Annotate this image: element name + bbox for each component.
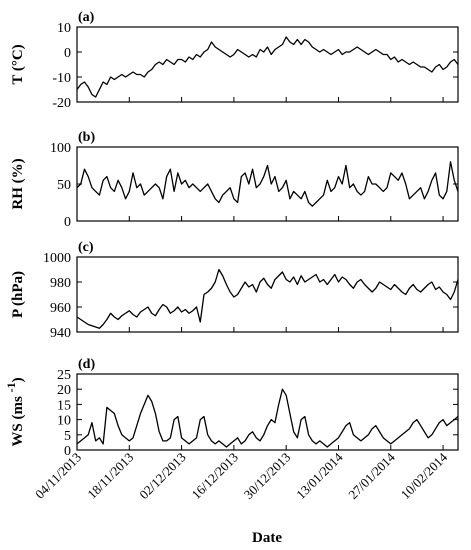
series-line (76, 268, 459, 329)
y-tick-label: 10 (57, 414, 71, 429)
plot-frame (76, 26, 459, 103)
x-tick-label: 18/11/2013 (84, 450, 136, 502)
panel-label: (d) (78, 357, 95, 372)
x-tick-label: 30/12/2013 (241, 450, 293, 502)
y-tick-label: 20 (57, 383, 71, 398)
x-tick-label: 16/12/2013 (189, 450, 241, 502)
x-axis-label: Date (252, 530, 282, 546)
y-axis-label: RH (%) (10, 158, 26, 209)
panel-label: (b) (78, 130, 95, 145)
y-axis-label: T (°C) (10, 44, 26, 84)
y-tick-label: -10 (52, 71, 71, 86)
y-tick-label: 15 (57, 398, 71, 413)
x-tick-label: 04/11/2013 (32, 450, 84, 502)
y-tick-label: 1000 (43, 251, 71, 266)
y-axis-label: WS (ms -1) (4, 377, 26, 446)
panel-a: -20 -10 0 10 (a) T (°C) (10, 10, 459, 111)
y-tick-label: 10 (57, 21, 71, 36)
plot-frame (76, 256, 459, 333)
y-tick-label: 0 (64, 46, 71, 61)
y-tick-label: 0 (64, 215, 71, 230)
y-tick-label: 50 (57, 178, 71, 193)
y-tick-label: 5 (64, 429, 71, 444)
panel-b: 0 50 100 (b) RH (%) (10, 130, 459, 230)
plot-frame (76, 146, 459, 222)
y-tick-label: 100 (50, 141, 71, 156)
panel-label: (c) (78, 240, 94, 255)
x-tick-label: 13/01/2014 (293, 449, 346, 502)
x-tick-label: 27/01/2014 (345, 449, 398, 502)
y-tick-label: 940 (50, 326, 71, 341)
series-line (76, 161, 459, 207)
x-tick-label: 10/02/2014 (398, 449, 451, 502)
y-tick-label: 960 (50, 301, 71, 316)
panel-label: (a) (78, 10, 95, 25)
y-tick-label: 980 (50, 276, 71, 291)
x-tick-label: 02/12/2013 (136, 450, 188, 502)
y-axis-label: P (hPa) (10, 271, 26, 318)
y-tick-label: -20 (52, 96, 71, 111)
plot-frame (76, 373, 459, 451)
series-line (76, 36, 459, 98)
y-tick-label: 25 (57, 368, 71, 383)
panel-c: 940 960 980 1000 (c) P (hPa) (10, 240, 459, 341)
series-line (76, 388, 459, 448)
y-tick-label: 0 (64, 444, 71, 459)
